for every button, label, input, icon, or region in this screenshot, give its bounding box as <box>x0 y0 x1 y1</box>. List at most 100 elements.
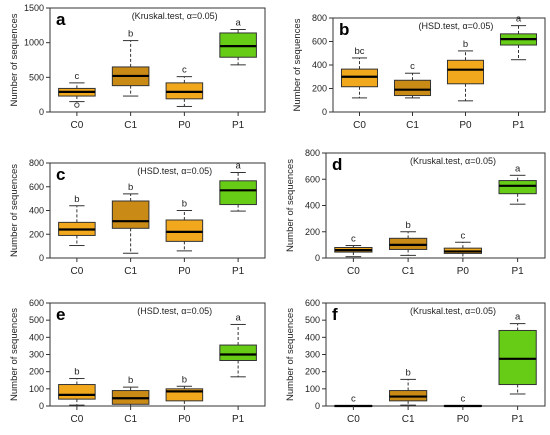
y-tick-label: 400 <box>305 201 320 211</box>
panel-e: 0 100 200 300 400 500 600 Number of sequences e (… <box>9 298 266 425</box>
panel-letter: a <box>56 10 66 29</box>
box-group-C1: b C1 <box>111 29 150 131</box>
significance-letter: b <box>74 194 79 205</box>
box-iqr <box>446 59 485 85</box>
x-tick-label: P1 <box>512 414 525 425</box>
x-tick-label: C1 <box>124 414 137 425</box>
box-group-C0: c C0 <box>58 71 96 131</box>
significance-letter: b <box>182 199 187 210</box>
box-group-P1: a P1 <box>499 14 538 131</box>
y-tick-label: 0 <box>315 253 320 263</box>
box-group-C1: c C1 <box>393 61 432 131</box>
plot-frame <box>325 152 546 259</box>
test-label: (HSD.test, α=0.05) <box>418 21 493 31</box>
panel-b: 0 200 400 600 800 Number of sequences b (HSD.te… <box>292 13 546 131</box>
box-group-C1: b C1 <box>389 220 428 277</box>
y-tick-label: 200 <box>305 367 320 377</box>
panel-c: 0 200 400 600 800 Number of sequences c (HSD.te… <box>9 158 266 277</box>
box-iqr <box>219 180 257 206</box>
significance-letter: a <box>235 161 241 172</box>
x-tick-label: C0 <box>70 266 83 277</box>
box-iqr <box>393 79 432 97</box>
significance-letter: a <box>235 312 241 323</box>
x-tick-label: P0 <box>178 414 191 425</box>
box-group-C1: b C1 <box>389 367 428 425</box>
x-tick-label: C1 <box>406 120 419 131</box>
significance-letter: b <box>128 182 133 193</box>
significance-letter: c <box>461 230 466 241</box>
y-tick-label: 1500 <box>24 3 44 13</box>
y-tick-label: 100 <box>29 384 44 394</box>
y-tick-label: 400 <box>29 332 44 342</box>
x-tick-label: C0 <box>70 120 83 131</box>
y-axis-label: Number of sequences <box>285 159 296 252</box>
plot-frame <box>49 7 266 113</box>
y-axis-label: Number of sequences <box>292 18 303 111</box>
x-tick-label: C0 <box>353 120 366 131</box>
x-tick-label: P0 <box>178 120 191 131</box>
box-iqr <box>58 384 96 400</box>
box-group-P0: c P0 <box>443 393 482 425</box>
test-label: (HSD.test, α=0.05) <box>137 306 212 316</box>
box-iqr <box>111 200 150 229</box>
y-tick-label: 100 <box>305 384 320 394</box>
significance-letter: b <box>74 367 79 378</box>
y-tick-label: 500 <box>305 315 320 325</box>
box-group-P1: a P1 <box>498 163 537 277</box>
box-group-P0: b P0 <box>446 39 485 131</box>
x-tick-label: C1 <box>124 266 137 277</box>
box-group-P1: a P1 <box>219 312 257 425</box>
panel-a: 0 500 1000 1500 Number of sequences a (Kruskal… <box>9 3 266 131</box>
x-tick-label: P1 <box>232 120 245 131</box>
significance-letter: a <box>515 163 521 174</box>
box-group-P0: b P0 <box>165 374 204 425</box>
x-tick-label: P0 <box>457 414 470 425</box>
x-tick-label: P1 <box>512 266 525 277</box>
x-tick-label: C1 <box>402 414 415 425</box>
test-label: (Kruskal.test, α=0.05) <box>132 11 218 21</box>
x-tick-label: C0 <box>70 414 83 425</box>
significance-letter: a <box>235 17 241 28</box>
box-group-C1: b C1 <box>111 182 150 277</box>
x-tick-label: C1 <box>402 266 415 277</box>
panel-letter: b <box>339 20 349 39</box>
y-tick-label: 1000 <box>24 38 44 48</box>
y-tick-label: 800 <box>29 158 44 168</box>
panel-letter: d <box>332 155 342 174</box>
x-tick-label: P1 <box>232 266 245 277</box>
y-tick-label: 300 <box>305 350 320 360</box>
significance-letter: bc <box>354 46 364 57</box>
test-label: (Kruskal.test, α=0.05) <box>410 156 496 166</box>
significance-letter: c <box>351 393 356 404</box>
significance-letter: b <box>405 367 410 378</box>
significance-letter: c <box>75 71 80 82</box>
y-tick-label: 200 <box>29 367 44 377</box>
test-label: (Kruskal.test, α=0.05) <box>410 306 496 316</box>
x-tick-label: P0 <box>459 120 472 131</box>
y-axis-label: Number of sequences <box>9 164 20 257</box>
y-tick-label: 600 <box>29 182 44 192</box>
panel-letter: f <box>332 305 338 324</box>
y-tick-label: 400 <box>312 60 327 70</box>
significance-letter: b <box>182 374 187 385</box>
x-tick-label: P1 <box>512 120 525 131</box>
box-group-C0: c C0 <box>334 393 373 425</box>
y-tick-label: 200 <box>29 229 44 239</box>
y-tick-label: 500 <box>29 72 44 82</box>
y-tick-label: 0 <box>315 401 320 411</box>
significance-letter: c <box>351 234 356 245</box>
box-iqr <box>498 180 537 195</box>
x-tick-label: C0 <box>347 266 360 277</box>
y-tick-label: 400 <box>29 206 44 216</box>
y-tick-label: 600 <box>305 298 320 308</box>
box-group-P1: a P1 <box>498 312 537 425</box>
significance-letter: b <box>128 375 133 386</box>
y-axis-label: Number of sequences <box>285 308 296 401</box>
box-group-C1: b C1 <box>111 375 150 425</box>
x-tick-label: C0 <box>347 414 360 425</box>
y-tick-label: 800 <box>312 13 327 23</box>
box-iqr <box>498 329 537 386</box>
significance-letter: a <box>515 312 521 323</box>
y-tick-label: 600 <box>29 298 44 308</box>
